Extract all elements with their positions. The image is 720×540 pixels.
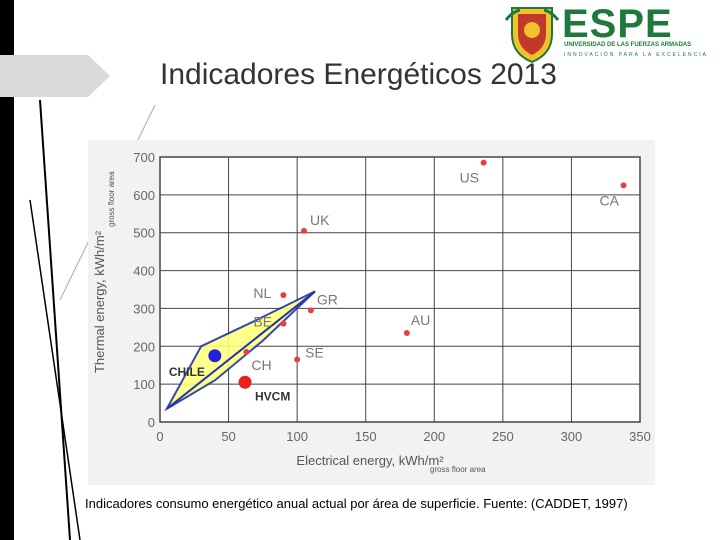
x-tick-label: 200 — [423, 429, 445, 444]
point-label: BE — [253, 314, 272, 330]
scatter-chart: 0 50 100 150 200 250 300 350 0 100 200 300 400 500 600… — [92, 150, 651, 474]
x-tick-label: 50 — [221, 429, 235, 444]
point-label: CHILE — [169, 365, 205, 379]
x-tick-label: 300 — [561, 429, 583, 444]
y-tick-label: 400 — [133, 264, 155, 279]
figure-caption: Indicadores consumo energético anual act… — [85, 496, 628, 511]
left-accent-bar — [0, 0, 14, 540]
point-label: US — [460, 170, 479, 186]
title-tab-shape — [0, 55, 110, 97]
point-label: CH — [251, 357, 271, 373]
data-point — [208, 349, 222, 363]
y-tick-label: 100 — [133, 377, 155, 392]
data-point — [480, 159, 487, 166]
region-diagonal — [166, 290, 316, 410]
point-label: CA — [600, 192, 620, 208]
data-point — [307, 307, 314, 314]
point-label: NL — [253, 285, 271, 301]
data-point — [238, 375, 252, 389]
logo-brand-text: ESPE — [562, 2, 673, 46]
logo-motto: INNOVACIÓN PARA LA EXCELENCIA — [564, 52, 708, 58]
point-label: GR — [317, 291, 338, 307]
data-point — [243, 348, 250, 355]
data-point — [294, 356, 301, 363]
x-tick-label: 250 — [492, 429, 514, 444]
x-tick-label: 150 — [355, 429, 377, 444]
y-axis-label: Thermal energy, kWh/m² — [92, 230, 107, 373]
university-crest-icon — [504, 7, 560, 64]
data-point — [620, 182, 627, 189]
logo-subtitle: UNIVERSIDAD DE LAS FUERZAS ARMADAS — [564, 42, 692, 48]
y-tick-label: 0 — [148, 415, 155, 430]
y-tick-label: 500 — [133, 226, 155, 241]
data-point — [280, 320, 287, 327]
point-label: AU — [411, 312, 430, 328]
x-tick-label: 100 — [286, 429, 308, 444]
plot-background — [159, 156, 641, 423]
point-label: SE — [305, 345, 324, 361]
point-label: UK — [310, 212, 330, 228]
data-point — [280, 292, 287, 299]
page-title: Indicadores Energéticos 2013 — [160, 58, 557, 91]
y-axis-sublabel: gross floor area — [107, 171, 116, 227]
chart-area: 0 50 100 150 200 250 300 350 0 100 200 300 400 500 600… — [88, 140, 655, 485]
point-label: HVCM — [255, 389, 290, 403]
x-tick-label: 0 — [156, 429, 163, 444]
y-tick-label: 600 — [133, 188, 155, 203]
data-point — [403, 330, 410, 337]
x-tick-label: 350 — [629, 429, 651, 444]
espe-logo: ESPE UNIVERSIDAD DE LAS FUERZAS ARMADAS … — [500, 0, 720, 70]
x-axis-label: Electrical energy, kWh/m² — [296, 453, 444, 468]
y-tick-label: 200 — [133, 339, 155, 354]
x-axis-sublabel: gross floor area — [430, 465, 486, 474]
y-tick-label: 300 — [133, 301, 155, 316]
y-tick-label: 700 — [133, 150, 155, 165]
data-point — [301, 227, 307, 234]
